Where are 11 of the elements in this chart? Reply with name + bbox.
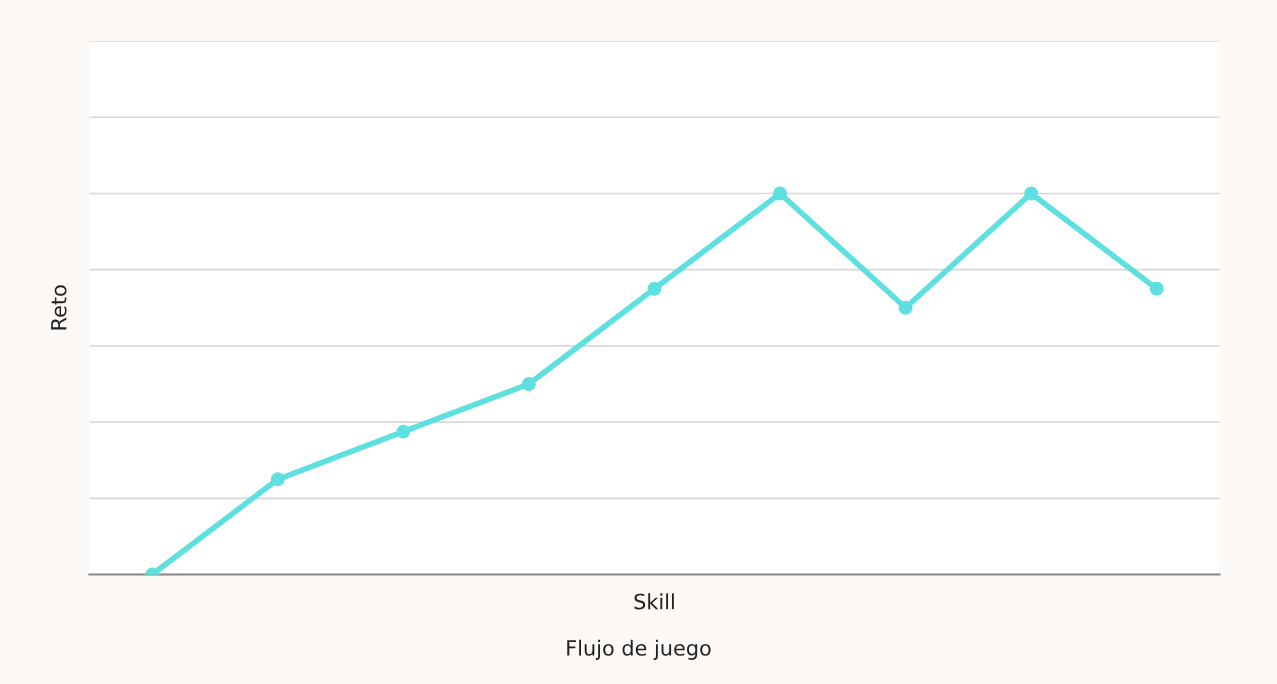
point <box>898 300 913 315</box>
point <box>1024 186 1039 201</box>
point <box>773 186 787 201</box>
y-axis-title: Reto <box>51 285 67 330</box>
point <box>270 472 285 487</box>
text: Flujo de juego <box>567 639 711 660</box>
point <box>1149 281 1164 296</box>
point <box>521 377 536 391</box>
point <box>647 281 662 296</box>
point <box>396 424 411 439</box>
x-axis-title: Skill <box>634 593 674 610</box>
